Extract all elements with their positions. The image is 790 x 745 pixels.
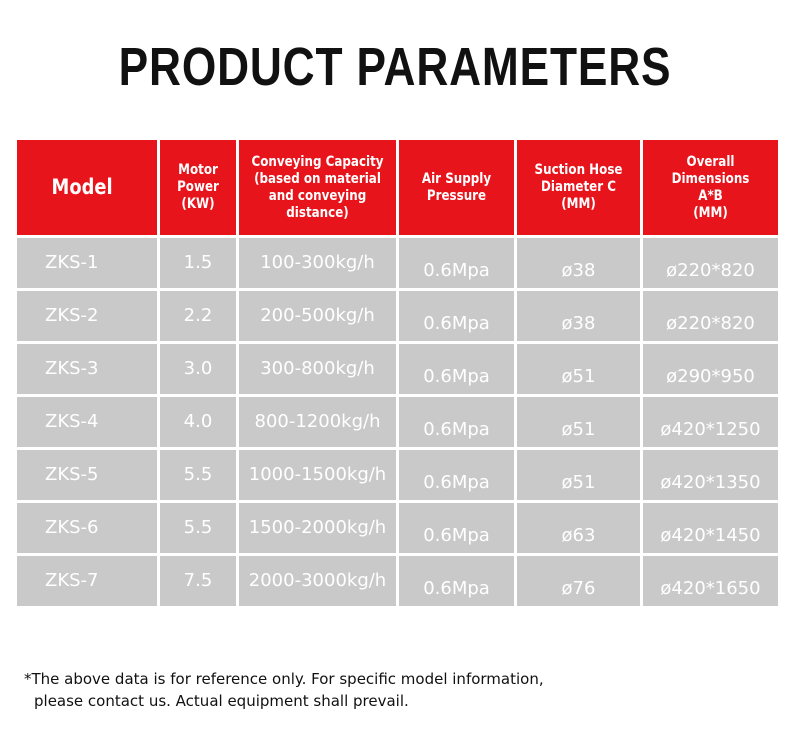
- table-cell: ø420*1250: [640, 394, 781, 450]
- table-cell: 0.6Mpa: [396, 288, 517, 344]
- footnote: *The above data is for reference only. F…: [24, 668, 544, 712]
- table-cell: 5.5: [157, 447, 239, 503]
- table-cell: 0.6Mpa: [396, 394, 517, 450]
- footnote-line: please contact us. Actual equipment shal…: [34, 692, 409, 710]
- header-cell: Conveying Capacity (based on material and …: [236, 137, 399, 238]
- header-line: Overall Dimensions: [671, 153, 750, 187]
- table-cell: 0.6Mpa: [396, 341, 517, 397]
- table-cell: 300-800kg/h: [236, 341, 399, 397]
- page-title: PRODUCT PARAMETERS: [118, 37, 672, 97]
- table-cell: 0.6Mpa: [396, 447, 517, 503]
- header-line: Motor: [178, 162, 218, 178]
- header-cell: Overall Dimensions A*B (MM): [640, 137, 781, 238]
- table-row: ZKS-7 7.5 2000-3000kg/h 0.6Mpa ø76 ø420*1650: [14, 553, 781, 609]
- table-cell: ZKS-5: [14, 447, 160, 503]
- footnote-line: *The above data is for reference only. F…: [24, 670, 544, 688]
- header-line: (MM): [693, 204, 728, 221]
- table-cell: ø76: [514, 553, 643, 609]
- header-line: Suction Hose: [534, 162, 623, 178]
- table-cell: ø220*820: [640, 235, 781, 291]
- table-cell: ø38: [514, 288, 643, 344]
- table-cell: ø51: [514, 447, 643, 503]
- table-cell: ZKS-3: [14, 341, 160, 397]
- parameter-table: Model Motor Power (KW) Conveying Capacity (ba…: [14, 137, 781, 609]
- table-row: ZKS-1 1.5 100-300kg/h 0.6Mpa ø38 ø220*820: [14, 235, 781, 291]
- title-bar: PRODUCT PARAMETERS: [0, 36, 790, 98]
- table-cell: ZKS-1: [14, 235, 160, 291]
- table-cell: 1000-1500kg/h: [236, 447, 399, 503]
- table-cell: ø51: [514, 341, 643, 397]
- table-cell: ø420*1650: [640, 553, 781, 609]
- header-line: Conveying Capacity: [251, 153, 384, 170]
- table-cell: ZKS-6: [14, 500, 160, 556]
- header-cell: Model: [14, 137, 160, 238]
- table-cell: 1500-2000kg/h: [236, 500, 399, 556]
- table-row: ZKS-4 4.0 800-1200kg/h 0.6Mpa ø51 ø420*1250: [14, 394, 781, 450]
- table-cell: 2.2: [157, 288, 239, 344]
- table-row: ZKS-2 2.2 200-500kg/h 0.6Mpa ø38 ø220*820: [14, 288, 781, 344]
- table-row: ZKS-6 5.5 1500-2000kg/h 0.6Mpa ø63 ø420*1450: [14, 500, 781, 556]
- table-cell: 100-300kg/h: [236, 235, 399, 291]
- table-cell: ZKS-2: [14, 288, 160, 344]
- table-cell: ø63: [514, 500, 643, 556]
- table-cell: 0.6Mpa: [396, 235, 517, 291]
- table-cell: ø290*950: [640, 341, 781, 397]
- header-cell: Air Supply Pressure: [396, 137, 517, 238]
- table-cell: 200-500kg/h: [236, 288, 399, 344]
- header-cell: Motor Power (KW): [157, 137, 239, 238]
- table-body: ZKS-1 1.5 100-300kg/h 0.6Mpa ø38 ø220*820 ZKS-…: [14, 235, 781, 609]
- table-cell: 0.6Mpa: [396, 553, 517, 609]
- header-line: distance): [286, 204, 349, 221]
- table-row: ZKS-5 5.5 1000-1500kg/h 0.6Mpa ø51 ø420*1350: [14, 447, 781, 503]
- table-cell: ø38: [514, 235, 643, 291]
- table-cell: ø420*1450: [640, 500, 781, 556]
- header-line: (KW): [181, 196, 215, 212]
- table-cell: 800-1200kg/h: [236, 394, 399, 450]
- table-cell: 1.5: [157, 235, 239, 291]
- table-cell: 0.6Mpa: [396, 500, 517, 556]
- table-cell: ø220*820: [640, 288, 781, 344]
- table-cell: 3.0: [157, 341, 239, 397]
- table-cell: ZKS-7: [14, 553, 160, 609]
- header-line: (MM): [561, 196, 596, 212]
- table-cell: 7.5: [157, 553, 239, 609]
- header-line: (based on material: [254, 170, 381, 187]
- header-cell: Suction Hose Diameter C (MM): [514, 137, 643, 238]
- header-line: Model: [51, 175, 113, 199]
- table-cell: 4.0: [157, 394, 239, 450]
- table-cell: ZKS-4: [14, 394, 160, 450]
- header-line: A*B: [698, 187, 723, 204]
- header-line: and conveying: [268, 187, 367, 204]
- table-row: ZKS-3 3.0 300-800kg/h 0.6Mpa ø51 ø290*950: [14, 341, 781, 397]
- header-line: Power: [177, 179, 219, 195]
- table-cell: ø51: [514, 394, 643, 450]
- table-cell: 5.5: [157, 500, 239, 556]
- header-row: Model Motor Power (KW) Conveying Capacity (ba…: [14, 137, 781, 238]
- table-cell: ø420*1350: [640, 447, 781, 503]
- header-line: Air Supply: [421, 170, 492, 187]
- header-line: Pressure: [426, 187, 487, 204]
- table-cell: 2000-3000kg/h: [236, 553, 399, 609]
- header-line: Diameter C: [541, 179, 616, 195]
